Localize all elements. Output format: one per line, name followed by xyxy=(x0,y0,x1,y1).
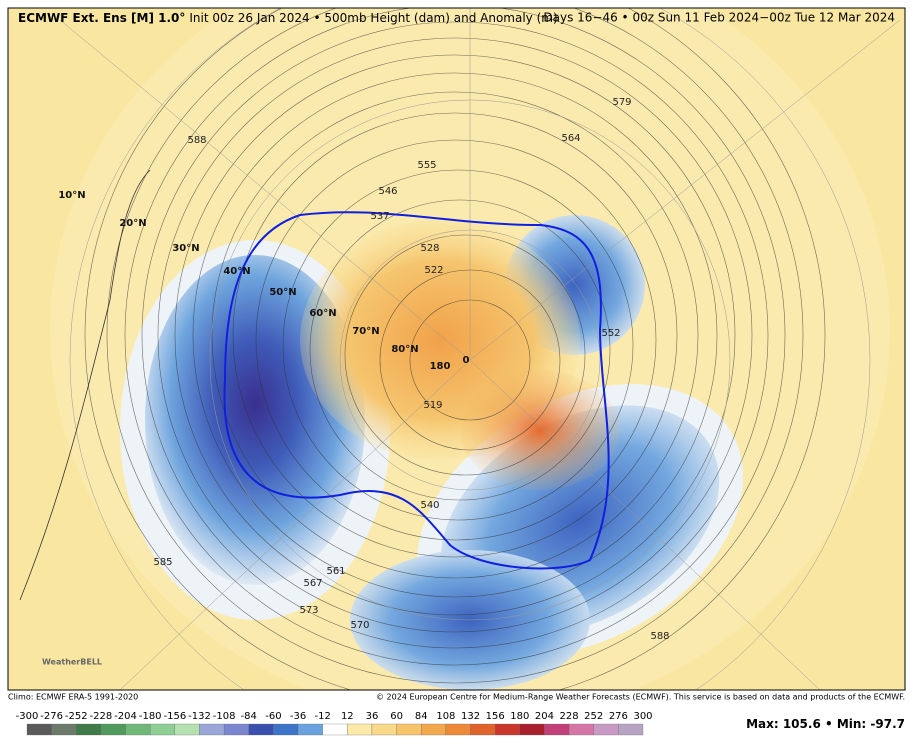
longitude-label: 0 xyxy=(463,355,470,366)
colorbar-swatch xyxy=(593,723,619,736)
contour-label: 546 xyxy=(378,186,397,197)
latitude-label: 30°N xyxy=(172,243,199,254)
colorbar-swatch xyxy=(100,723,126,736)
contour-label: 519 xyxy=(423,400,442,411)
title-rest: Init 00z 26 Jan 2024 • 500mb Height (dam… xyxy=(189,11,557,25)
colorbar-swatch xyxy=(470,723,496,736)
colorbar-swatch xyxy=(347,723,373,736)
colorbar-swatch xyxy=(199,723,225,736)
min: Min: -97.7 xyxy=(837,717,905,731)
colorbar-label: 276 xyxy=(609,711,628,722)
contour-label: 537 xyxy=(370,211,389,222)
title-bold: ECMWF Ext. Ens [M] 1.0° xyxy=(18,11,185,25)
contour-label: 561 xyxy=(326,566,345,577)
longitude-label: 180 xyxy=(430,361,451,372)
colorbar-swatch xyxy=(26,723,52,736)
colorbar-swatch xyxy=(445,723,471,736)
colorbar-swatch xyxy=(371,723,397,736)
contour-label: 564 xyxy=(561,133,580,144)
contour-label: 588 xyxy=(187,135,206,146)
colorbar-label: -300 xyxy=(16,711,39,722)
copyright: © 2024 European Centre for Medium-Range … xyxy=(376,693,905,702)
colorbar-label: -132 xyxy=(188,711,211,722)
contour-label: 579 xyxy=(612,97,631,108)
contour-label: 588 xyxy=(650,631,669,642)
colorbar-label: -156 xyxy=(163,711,186,722)
latitude-label: 50°N xyxy=(269,287,296,298)
colorbar-swatch xyxy=(174,723,200,736)
colorbar-label: 36 xyxy=(366,711,379,722)
max-min: Max: 105.6 • Min: -97.7 xyxy=(746,717,905,731)
contour-label: 567 xyxy=(303,578,322,589)
colorbar-label: 252 xyxy=(584,711,603,722)
colorbar-label: -60 xyxy=(265,711,281,722)
colorbar-label: 204 xyxy=(535,711,554,722)
colorbar-label: -84 xyxy=(241,711,257,722)
latitude-label: 10°N xyxy=(58,190,85,201)
contour-label: 528 xyxy=(420,243,439,254)
colorbar-label: -180 xyxy=(139,711,162,722)
colorbar-label: -36 xyxy=(290,711,306,722)
colorbar-swatch xyxy=(618,723,644,736)
valid-period: Days 16−46 • 00z Sun 11 Feb 2024−00z Tue… xyxy=(543,11,895,25)
colorbar-swatch xyxy=(76,723,102,736)
colorbar-label: 12 xyxy=(341,711,354,722)
colorbar-label: 300 xyxy=(633,711,652,722)
latitude-label: 40°N xyxy=(223,266,250,277)
colorbar-label: -108 xyxy=(213,711,236,722)
contour-label: 540 xyxy=(420,500,439,511)
latitude-label: 60°N xyxy=(309,308,336,319)
title: ECMWF Ext. Ens [M] 1.0° Init 00z 26 Jan 2… xyxy=(18,11,558,25)
colorbar-swatch xyxy=(125,723,151,736)
colorbar-swatch xyxy=(568,723,594,736)
colorbar-swatch xyxy=(223,723,249,736)
colorbar-label: -204 xyxy=(114,711,137,722)
logo: WeatherBELL xyxy=(42,658,102,667)
contour-label: 585 xyxy=(153,557,172,568)
colorbar-swatch xyxy=(519,723,545,736)
latitude-label: 80°N xyxy=(391,344,418,355)
contour-label: 573 xyxy=(299,605,318,616)
colorbar-swatch xyxy=(421,723,447,736)
colorbar-swatch xyxy=(544,723,570,736)
colorbar-label: 132 xyxy=(461,711,480,722)
colorbar-label: 180 xyxy=(510,711,529,722)
max: Max: 105.6 xyxy=(746,717,821,731)
climo: Climo: ECMWF ERA-5 1991-2020 xyxy=(8,693,138,702)
colorbar-label: 228 xyxy=(560,711,579,722)
contour-label: 552 xyxy=(601,328,620,339)
contour-label: 522 xyxy=(424,265,443,276)
latitude-label: 70°N xyxy=(352,326,379,337)
colorbar-label: 84 xyxy=(415,711,428,722)
colorbar-label: 108 xyxy=(436,711,455,722)
colorbar-swatch xyxy=(495,723,520,736)
colorbar-swatch xyxy=(322,723,348,736)
latitude-label: 20°N xyxy=(119,218,146,229)
colorbar-label: 156 xyxy=(486,711,505,722)
colorbar-swatch xyxy=(297,723,323,736)
contour-label: 555 xyxy=(417,160,436,171)
map-labels: 10°N 20°N 30°N 40°N 50°N 60°N 70°N 80°N 588 579 56… xyxy=(58,97,669,642)
colorbar-swatch xyxy=(248,723,274,736)
colorbar-swatch xyxy=(150,723,175,736)
colorbar-label: -12 xyxy=(315,711,331,722)
colorbar-swatch xyxy=(396,723,422,736)
colorbar: -300 -276 -252 -228 -204 -180 -156 -132 -108 -84-… xyxy=(16,711,653,736)
colorbar-label: 60 xyxy=(390,711,403,722)
colorbar-label: -276 xyxy=(40,711,63,722)
colorbar-swatch xyxy=(273,723,299,736)
colorbar-label: -228 xyxy=(90,711,113,722)
colorbar-label: -252 xyxy=(65,711,88,722)
map xyxy=(8,8,905,690)
contour-label: 570 xyxy=(350,620,369,631)
colorbar-swatch xyxy=(51,723,77,736)
